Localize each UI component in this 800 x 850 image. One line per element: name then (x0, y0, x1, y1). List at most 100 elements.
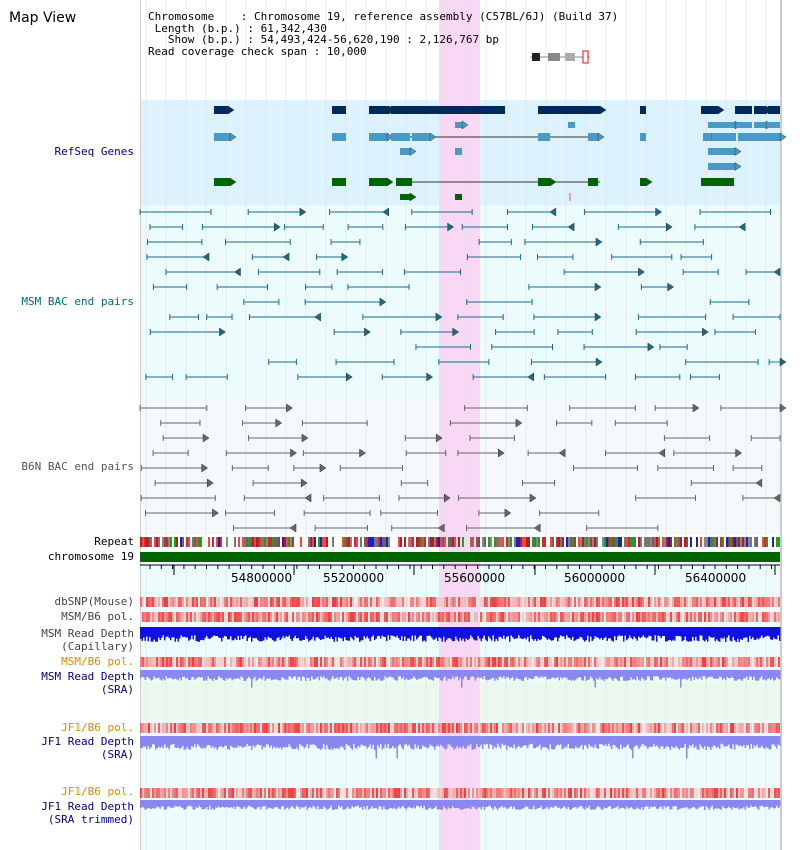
jf1-depth-trimmed-bar (278, 800, 280, 809)
jf1-b6-pol-trimmed-heat (588, 788, 590, 798)
dbsnp-heat (546, 597, 548, 607)
msm-depth-capillary-bar (209, 627, 211, 640)
msm-b6-pol-sra-heat (572, 657, 574, 667)
repeat-element (566, 537, 568, 547)
msm-depth-capillary-bar (467, 627, 469, 640)
dbsnp-track-label[interactable]: dbSNP(Mouse) (54, 595, 134, 608)
dbsnp-heat (446, 597, 448, 607)
msm-depth-capillary-bar (546, 627, 548, 640)
dbsnp-heat (208, 597, 210, 607)
repeat-element (766, 537, 768, 547)
msm-depth-capillary-bar (566, 627, 568, 636)
jf1-depth-sra-bar (371, 736, 373, 749)
msm-depth-sra-bar (434, 670, 436, 677)
jf1-b6-pol-heat (352, 723, 354, 733)
msm-depth-sra-bar (689, 670, 691, 678)
dbsnp-heat (366, 597, 368, 607)
msm-b6-pol-sra-heat (656, 657, 658, 667)
jf1-b6-pol-trimmed-heat (276, 788, 278, 798)
dbsnp-heat (686, 597, 688, 607)
jf1-depth-sra-bar (708, 736, 710, 748)
dbsnp-heat (620, 597, 622, 607)
gene-exon (588, 178, 598, 186)
msm-b6-pol-heat (472, 612, 474, 622)
jf1-depth-sra-bar (575, 736, 577, 747)
jf1-b6-pol-sra-label[interactable]: JF1/B6 pol. (61, 721, 134, 734)
jf1-b6-pol-heat (354, 723, 356, 733)
msm-depth-sra-bar (252, 670, 254, 680)
jf1-depth-trimmed-bar (386, 800, 388, 810)
msm-b6-pol-heat (726, 612, 728, 622)
msm-b6-pol-capillary-label[interactable]: MSM/B6 pol. (61, 610, 134, 623)
msm-depth-capillary-bar (561, 627, 563, 637)
jf1-depth-trimmed-bar (357, 800, 359, 806)
repeat-track-label[interactable]: Repeat (94, 535, 134, 548)
msm-b6-pol-sra-heat (636, 657, 638, 667)
jf1-depth-sra-bar (416, 736, 418, 749)
jf1-b6-pol-trimmed-heat (472, 788, 474, 798)
msm-bac-track-label[interactable]: MSM BAC end pairs (21, 295, 134, 308)
jf1-depth-sra-label[interactable]: JF1 Read Depth (41, 735, 134, 748)
jf1-b6-pol-heat (502, 723, 504, 733)
jf1-b6-pol-heat (146, 723, 148, 733)
jf1-depth-trimmed-bar (519, 800, 521, 810)
msm-b6-pol-sra-heat (516, 657, 518, 667)
msm-depth-sra-bar (383, 670, 385, 680)
msm-b6-pol-heat (646, 612, 648, 622)
jf1-depth-trimmed-bar (263, 800, 265, 807)
jf1-b6-pol-heat (246, 723, 248, 733)
jf1-depth-trimmed-bar (171, 800, 173, 808)
msm-b6-pol-sra-label[interactable]: MSM/B6 pol. (61, 655, 134, 668)
jf1-b6-pol-heat (220, 723, 222, 733)
dbsnp-heat (210, 597, 212, 607)
msm-depth-capillary-bar (309, 627, 311, 641)
msm-b6-pol-heat (232, 612, 234, 622)
msm-depth-capillary-label[interactable]: MSM Read Depth (41, 627, 134, 640)
msm-depth-capillary-bar (447, 627, 449, 639)
msm-depth-sra-bar (476, 670, 478, 679)
jf1-b6-pol-heat (618, 723, 620, 733)
msm-depth-sra-bar (660, 670, 662, 680)
b6n-bac-track-label[interactable]: B6N BAC end pairs (21, 460, 134, 473)
msm-depth-sra-bar (296, 670, 298, 680)
repeat-element (676, 537, 678, 547)
jf1-depth-sra-bar (768, 736, 770, 750)
repeat-element (164, 537, 166, 547)
msm-depth-sra-bar (260, 670, 262, 679)
msm-b6-pol-sra-heat (240, 657, 242, 667)
jf1-depth-sra-bar (543, 736, 545, 748)
jf1-depth-trimmed-label[interactable]: JF1 Read Depth (41, 800, 134, 813)
jf1-depth-trimmed-bar (276, 800, 278, 808)
dbsnp-heat (666, 597, 668, 607)
msm-depth-capillary-bar (405, 627, 407, 642)
jf1-depth-sra-bar (485, 736, 487, 745)
msm-b6-pol-heat (650, 612, 652, 622)
jf1-b6-pol-trimmed-heat (632, 788, 634, 798)
refseq-track-label[interactable]: RefSeq Genes (54, 145, 134, 158)
msm-depth-capillary-bar (672, 627, 674, 640)
jf1-b6-pol-heat (362, 723, 364, 733)
jf1-depth-trimmed-bar (572, 800, 574, 808)
msm-b6-pol-heat (526, 612, 528, 622)
msm-b6-pol-sra-heat (402, 657, 404, 667)
dbsnp-heat (746, 597, 748, 607)
jf1-b6-pol-trimmed-heat (226, 788, 228, 798)
dbsnp-heat (584, 597, 586, 607)
msm-depth-sra-label[interactable]: MSM Read Depth (41, 670, 134, 683)
jf1-depth-sra-bar (312, 736, 314, 745)
msm-b6-pol-heat (342, 612, 344, 622)
msm-bac-pair-arrow (341, 252, 349, 262)
jf1-b6-pol-heat (358, 723, 360, 733)
jf1-b6-pol-trimmed-heat (748, 788, 750, 798)
dbsnp-heat (654, 597, 656, 607)
chromosome-track-label[interactable]: chromosome 19 (47, 550, 134, 563)
msm-bac-pair-arrow (345, 372, 353, 382)
jf1-b6-pol-heat (720, 723, 722, 733)
jf1-depth-trimmed-bar (479, 800, 481, 808)
msm-b6-pol-sra-heat (306, 657, 308, 667)
dbsnp-heat (656, 597, 658, 607)
jf1-b6-pol-trimmed-label[interactable]: JF1/B6 pol. (61, 785, 134, 798)
msm-depth-sra-bar (461, 670, 463, 688)
jf1-b6-pol-heat (568, 723, 570, 733)
